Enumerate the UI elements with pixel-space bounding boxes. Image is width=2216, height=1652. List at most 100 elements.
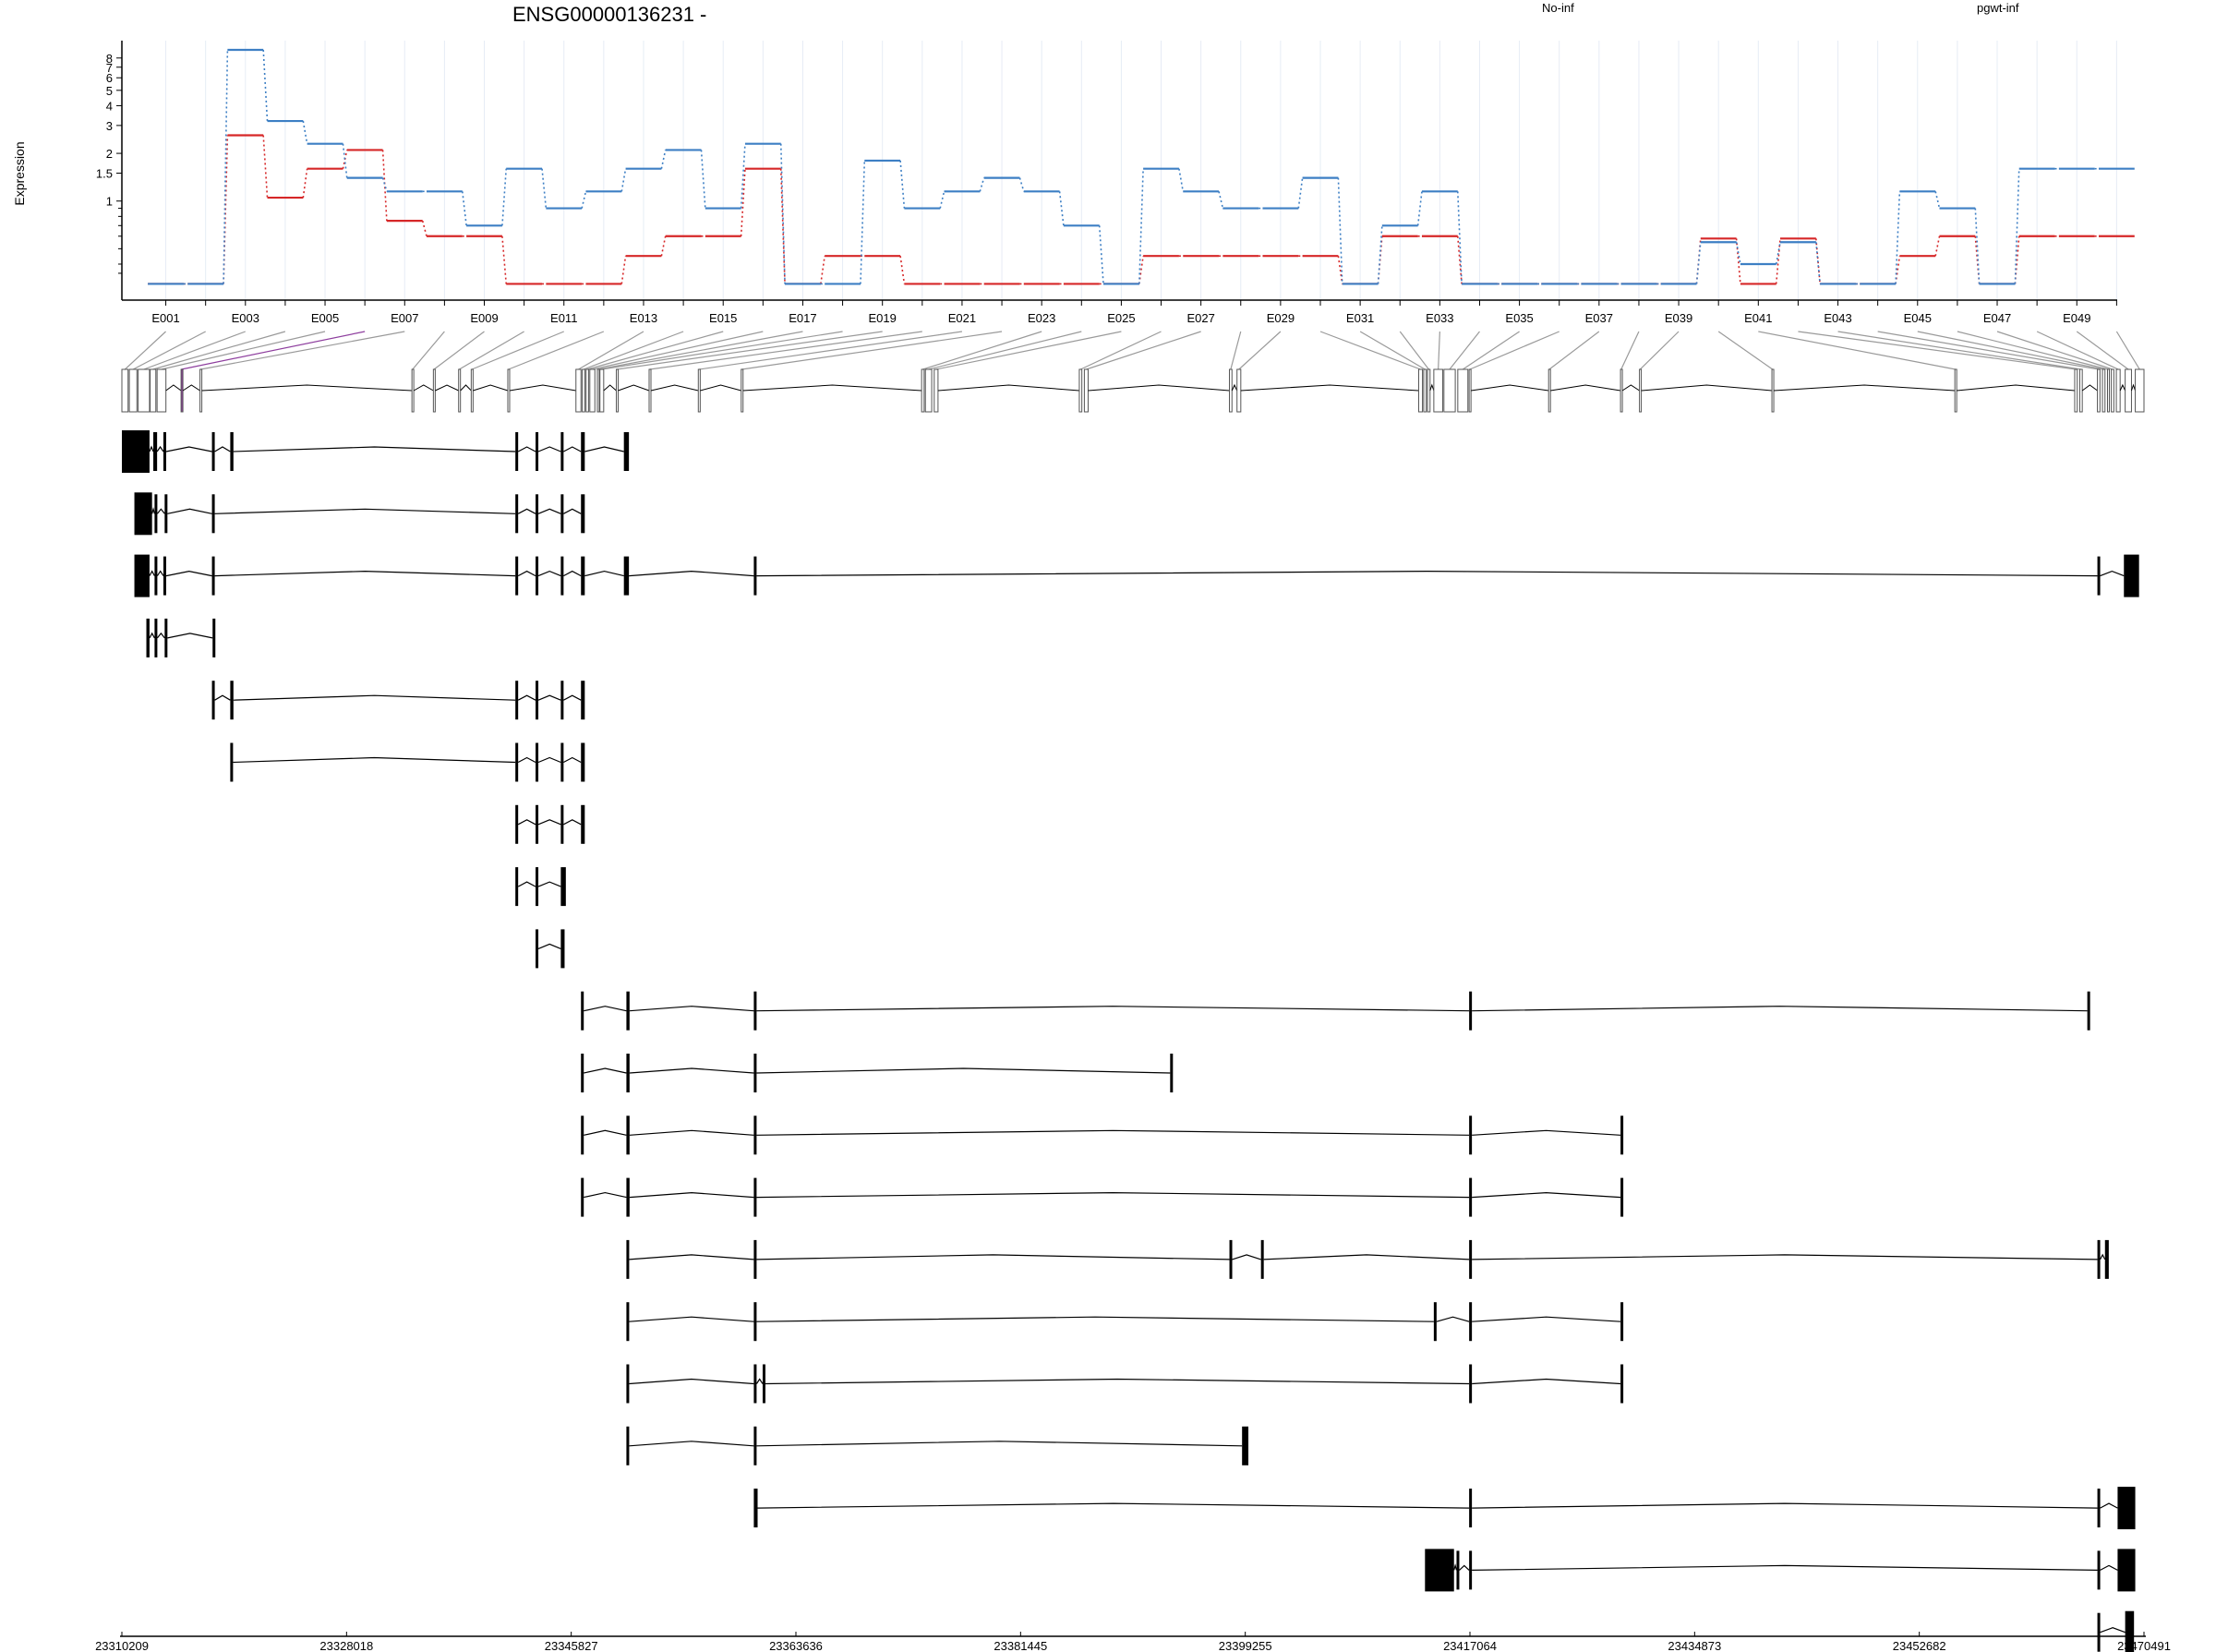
expression-connector <box>740 143 746 209</box>
transcript-exon <box>536 556 539 596</box>
exon-map-line <box>586 331 724 370</box>
expression-connector <box>779 168 786 284</box>
intron-line <box>517 446 536 452</box>
intron-line <box>1641 384 1773 392</box>
exon-map-line <box>2036 331 2119 370</box>
transcript-exon <box>2097 1489 2101 1528</box>
intron-line <box>1436 1316 1470 1322</box>
expression-connector <box>620 168 627 192</box>
intron-line <box>517 819 536 826</box>
intron-line <box>214 508 516 514</box>
transcript-exon <box>1620 1115 1624 1155</box>
transcript-exon <box>154 494 158 534</box>
transcript-track <box>581 1177 1624 1217</box>
expression-connector <box>1695 242 1702 284</box>
expression-connector <box>2014 235 2020 284</box>
transcript-exon <box>122 430 150 473</box>
chart-title: ENSG00000136231 - <box>512 3 706 26</box>
intron-line <box>413 384 434 392</box>
transcript-exon <box>2097 1550 2101 1590</box>
intron-line <box>584 1067 627 1074</box>
transcript-exon <box>515 556 519 596</box>
transcript-exon <box>515 494 519 534</box>
intron-line <box>584 1191 627 1199</box>
exon-map-line <box>578 331 644 370</box>
intron-line <box>742 384 922 392</box>
expression-connector <box>302 168 308 199</box>
transcript-exon <box>2097 1239 2101 1279</box>
intron-line <box>151 507 155 514</box>
expression-connector <box>660 150 667 169</box>
exon-map-line <box>1548 331 1600 370</box>
exon-map-line <box>597 331 803 370</box>
x-tick-label: E025 <box>1107 311 1135 325</box>
expression-connector <box>1895 191 1901 284</box>
intron-line <box>2100 1502 2118 1509</box>
intron-line <box>756 1316 1434 1322</box>
reference-exon <box>2106 368 2110 413</box>
intron-line <box>937 384 1079 392</box>
intron-line <box>167 508 212 514</box>
intron-line <box>149 570 155 576</box>
intron-line <box>1472 1564 2098 1571</box>
series-pgwt-inf <box>148 48 2135 285</box>
transcript-exon <box>753 1426 757 1465</box>
reference-exon <box>507 368 511 413</box>
transcript-exon <box>560 556 564 596</box>
y-axis-label: Expression <box>12 141 27 205</box>
intron-line <box>756 1129 1470 1136</box>
reference-exon <box>1954 368 1957 413</box>
transcript-track <box>626 1426 1249 1465</box>
transcript-exon <box>753 991 757 1031</box>
transcript-exon <box>153 432 158 471</box>
transcript-exon <box>230 681 234 720</box>
exon-map-line <box>1620 331 1640 370</box>
reference-exon <box>1639 368 1643 413</box>
transcript-exon <box>581 991 584 1031</box>
expression-connector <box>660 235 667 257</box>
transcript-exon <box>1469 1550 1473 1590</box>
genomic-tick-label: 23452682 <box>1893 1639 1946 1652</box>
genomic-tick-label: 23434873 <box>1668 1639 1721 1652</box>
reference-exon <box>2074 368 2078 413</box>
reference-exon <box>1771 368 1775 413</box>
intron-line <box>629 1129 754 1136</box>
intron-line <box>757 1502 1470 1509</box>
transcript-exon <box>626 1239 630 1279</box>
intron-line <box>537 819 561 826</box>
transcript-exon <box>536 867 539 907</box>
intron-line <box>165 446 212 452</box>
intron-line <box>537 943 561 949</box>
intron-line <box>1429 383 1435 392</box>
intron-line <box>756 1006 1470 1012</box>
exon-map-line <box>2076 331 2129 370</box>
transcript-exon <box>1433 1302 1437 1342</box>
expression-connector <box>262 49 269 122</box>
transcript-exon <box>164 494 168 534</box>
exon-map-line <box>592 331 764 370</box>
transcript-exon <box>623 556 630 596</box>
reference-exon <box>1433 368 1443 413</box>
transcript-exon <box>581 1115 584 1155</box>
transcript-exon <box>581 804 585 844</box>
intron-line <box>1232 1254 1261 1260</box>
genomic-axis: 23310209 23328018 23345827 23363636 23381445… <box>95 1632 2171 1652</box>
reference-exon <box>596 368 600 413</box>
genomic-tick-label: 23328018 <box>319 1639 373 1652</box>
expression-connector <box>1297 177 1304 209</box>
exon-map-line <box>1080 331 1162 370</box>
intron-line <box>629 1067 754 1074</box>
expression-connector <box>620 256 627 284</box>
transcript-exon <box>1469 1239 1473 1279</box>
transcript-exon <box>626 1302 630 1342</box>
reference-exon <box>1236 368 1242 413</box>
intron-line <box>156 570 164 576</box>
expression-connector <box>1735 242 1741 265</box>
transcript-track <box>211 681 585 720</box>
genomic-tick-label: 23363636 <box>769 1639 823 1652</box>
transcript-exon <box>762 1364 765 1404</box>
exon-map-line <box>412 331 445 370</box>
transcript-exon <box>1620 1364 1624 1404</box>
intron-line <box>156 632 165 639</box>
intron-line <box>563 446 582 452</box>
